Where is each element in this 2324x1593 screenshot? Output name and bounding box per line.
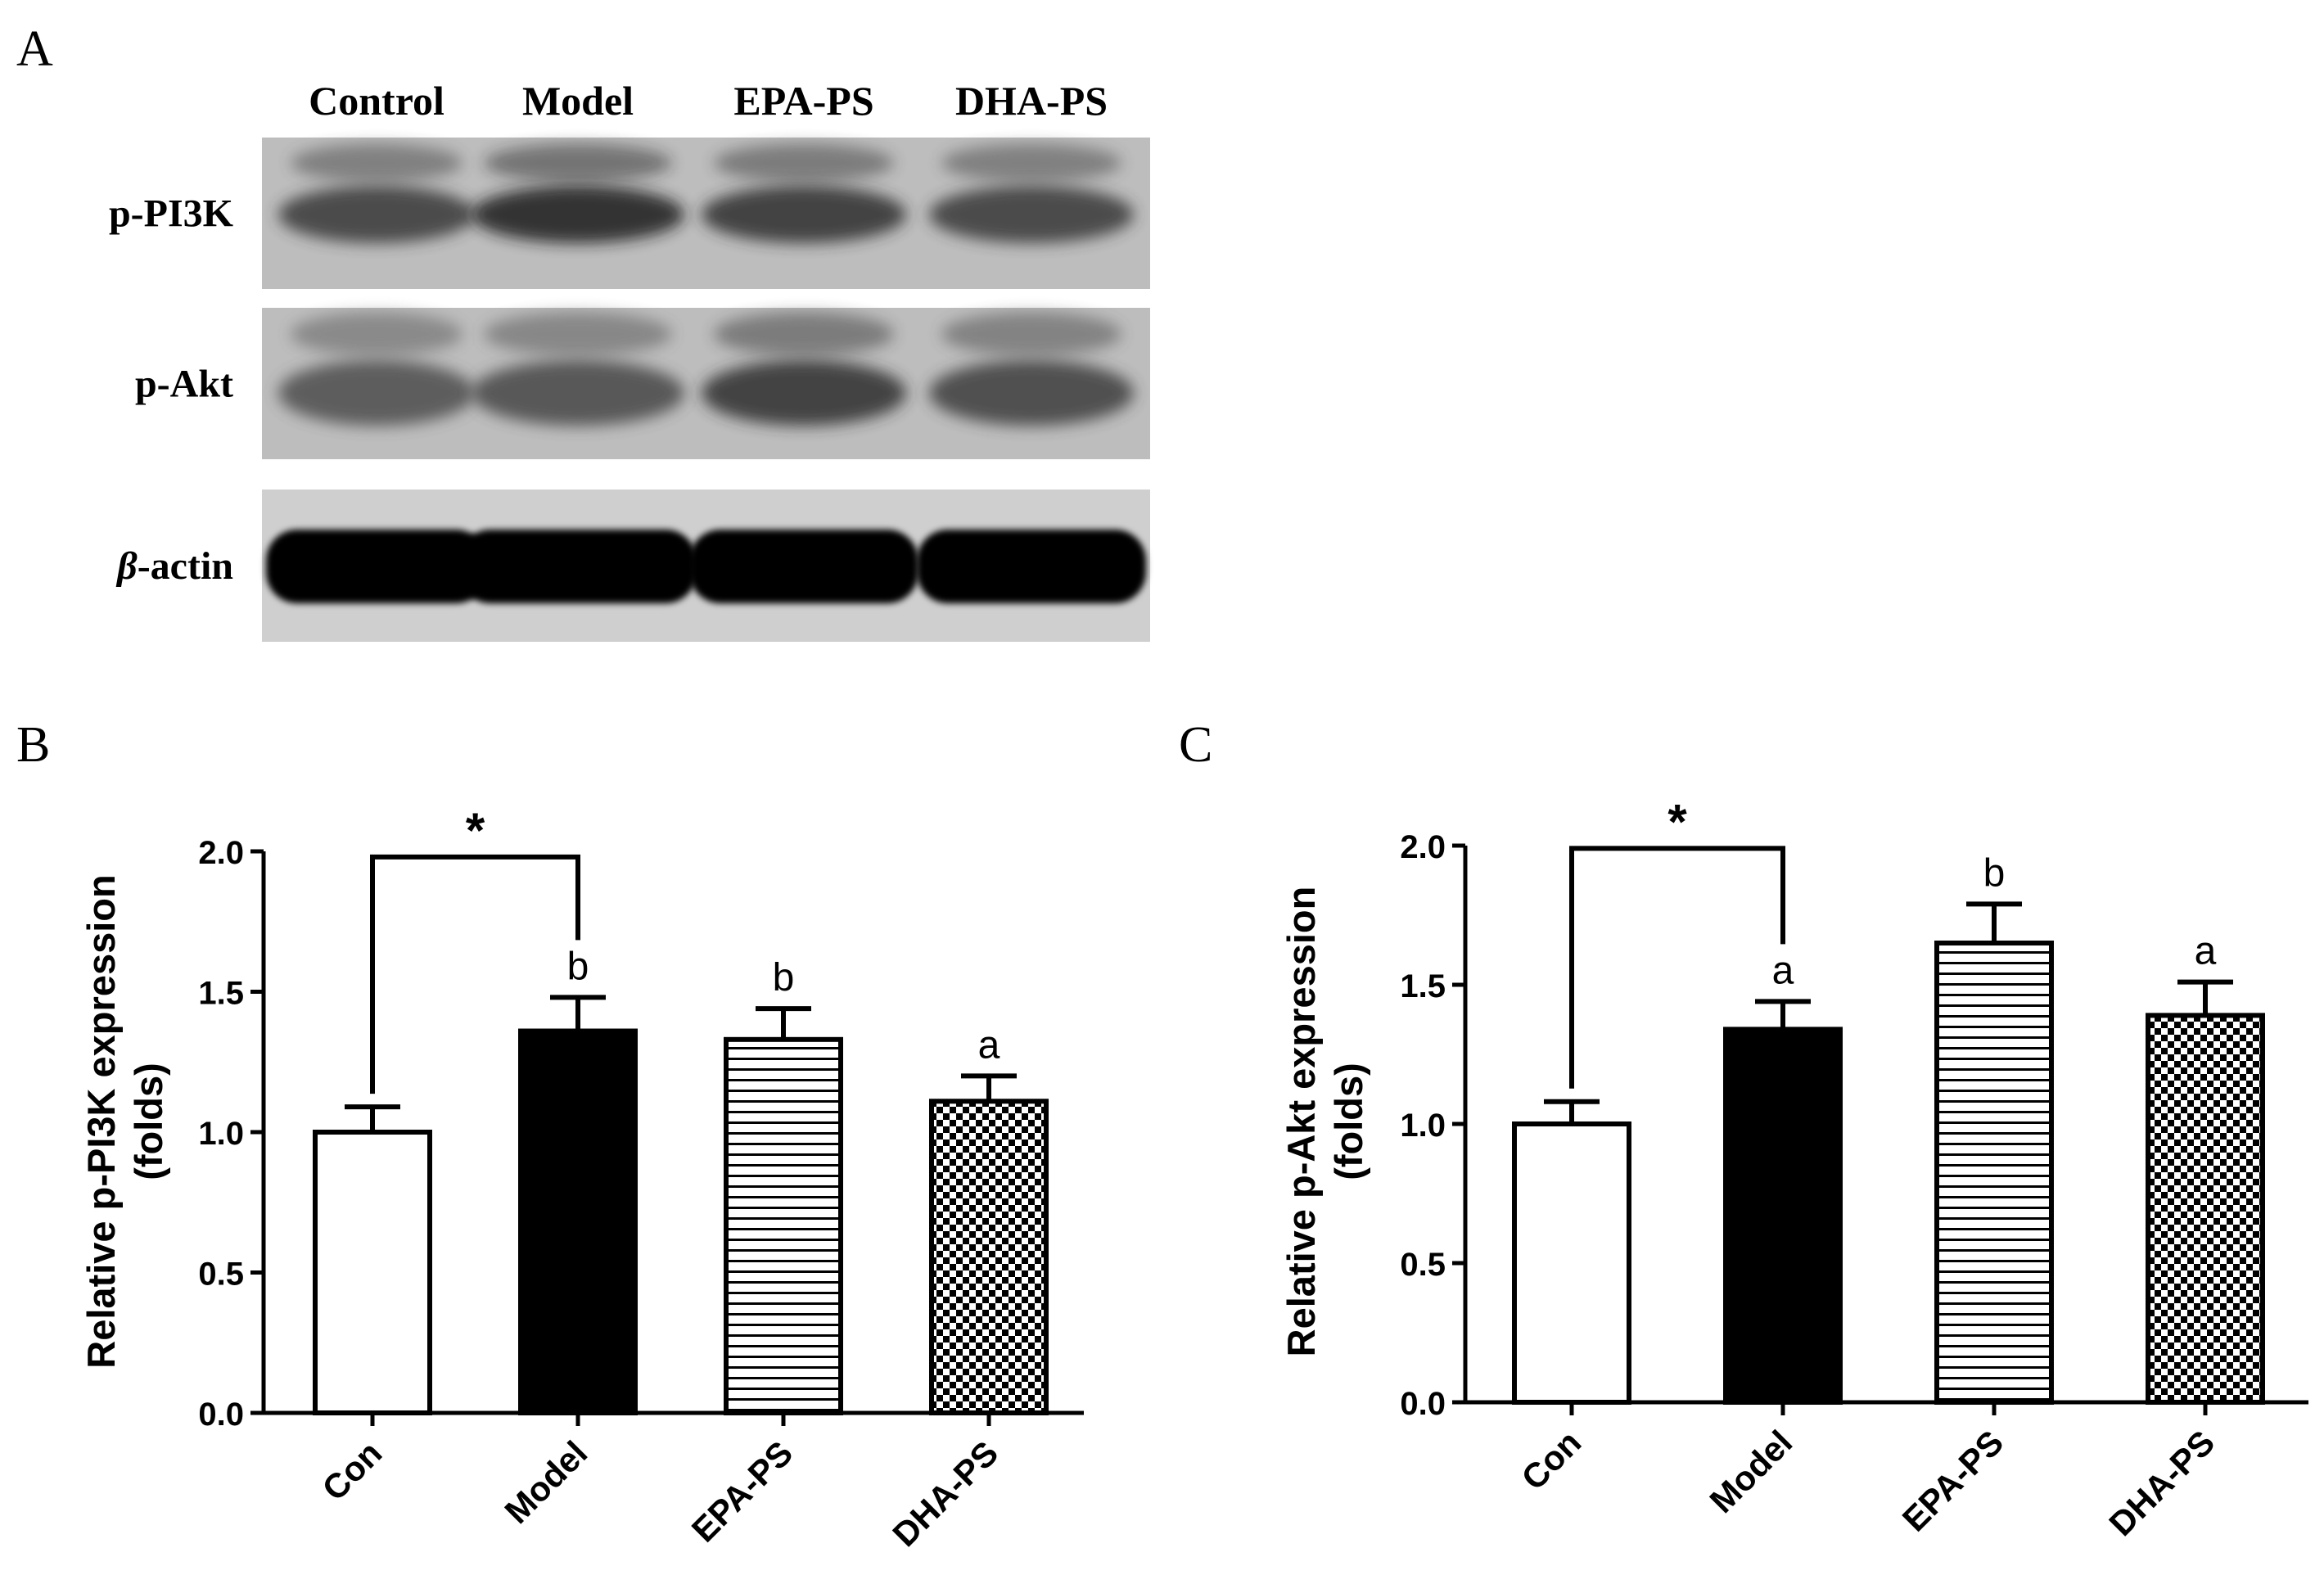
- panel-c-label: C: [1179, 717, 1212, 773]
- y-axis-label-line2: (folds): [127, 1063, 170, 1180]
- y-tick-label: 0.5: [1400, 1247, 1446, 1283]
- x-tick-label: Con: [314, 1433, 389, 1508]
- chart-c-plot: 0.0 0.5 1.0 1.5 2.0 Relative p-Akt expression…: [1279, 794, 2308, 1543]
- significance-letter: b: [1983, 851, 2006, 895]
- blot-band: [278, 186, 475, 243]
- blot-band: [917, 530, 1146, 603]
- blot-band-upper: [291, 312, 463, 356]
- blot-band-upper: [941, 143, 1121, 183]
- y-axis-label: Relative p-PI3K expression (folds): [79, 874, 170, 1368]
- y-tick-label: 1.5: [198, 976, 244, 1012]
- blot-band-upper: [484, 143, 672, 183]
- blot-band: [702, 360, 906, 426]
- lane-label-2: EPA-PS: [733, 78, 873, 124]
- y-tick-label: 0.0: [1400, 1386, 1446, 1422]
- blot-band: [689, 530, 918, 603]
- y-tick-label: 0.0: [198, 1397, 244, 1433]
- y-axis-label-line1: Relative p-Akt expression: [1279, 887, 1323, 1357]
- significance-letter: a: [1772, 949, 1794, 992]
- lane-label-3: DHA-PS: [955, 78, 1108, 124]
- blot-row-label: p-PI3K: [109, 192, 233, 236]
- blot-band-upper: [291, 143, 463, 183]
- y-tick-label: 1.0: [1400, 1108, 1446, 1144]
- panel-b-label: B: [16, 717, 50, 773]
- blot-band: [472, 186, 684, 243]
- panel-b-chart: B 0.0 0.5 1.0 1.5 2.0 Relative p-PI3K express…: [16, 717, 1084, 1554]
- x-tick-label: EPA-PS: [684, 1433, 801, 1550]
- blot-band: [266, 530, 487, 603]
- blot-band-upper: [714, 143, 894, 183]
- panel-a-label: A: [16, 21, 53, 77]
- blot-band: [459, 530, 697, 603]
- lane-label-1: Model: [522, 78, 634, 124]
- significance-star: *: [466, 803, 485, 858]
- x-tick-label: Model: [1702, 1423, 1799, 1520]
- blot-row-2: β-actin: [115, 490, 1150, 642]
- comparison-bracket: [370, 854, 580, 1094]
- blot-rows: p-PI3K p-Akt β-actin: [109, 138, 1150, 642]
- bar-con: [313, 1130, 432, 1415]
- blot-band: [702, 186, 906, 243]
- blot-band: [929, 360, 1134, 426]
- blot-band-upper: [714, 312, 894, 356]
- blot-band: [278, 360, 475, 426]
- blot-band: [472, 360, 684, 426]
- chart-b-plot: 0.0 0.5 1.0 1.5 2.0 Relative p-PI3K expressio…: [79, 803, 1084, 1554]
- significance-star: *: [1667, 794, 1687, 849]
- y-axis-label-line2: (folds): [1327, 1063, 1370, 1180]
- panel-a-western-blot: A Control Model EPA-PS DHA-PS p-PI3K p-Akt β-…: [16, 21, 1150, 642]
- bar-dha-ps: [929, 1099, 1049, 1416]
- blot-row-label-text: p-Akt: [135, 363, 233, 406]
- bar-con: [1512, 1121, 1631, 1405]
- significance-letter: b: [773, 956, 795, 1000]
- blot-row-0: p-PI3K: [109, 138, 1150, 289]
- y-tick-label: 2.0: [198, 835, 244, 871]
- bar-model: [1723, 1027, 1843, 1406]
- blot-row-label: β-actin: [115, 544, 233, 588]
- blot-row-1: p-Akt: [135, 308, 1150, 459]
- blot-row-label-text: -actin: [138, 544, 233, 588]
- lane-label-0: Control: [309, 78, 444, 124]
- lane-labels: Control Model EPA-PS DHA-PS: [309, 78, 1108, 124]
- blot-band-upper: [941, 312, 1121, 356]
- bar-model: [518, 1028, 638, 1416]
- significance-letter: b: [567, 945, 589, 988]
- y-axis-label-line1: Relative p-PI3K expression: [79, 874, 123, 1368]
- blot-band: [929, 186, 1134, 243]
- x-tick-label: DHA-PS: [2101, 1423, 2222, 1543]
- blot-row-label-prefix: β: [115, 544, 138, 588]
- comparison-bracket: [1569, 846, 1785, 1089]
- x-tick-label: Model: [497, 1433, 594, 1531]
- y-axis-label: Relative p-Akt expression (folds): [1279, 887, 1370, 1357]
- y-tick-label: 2.0: [1400, 829, 1446, 865]
- bar-epa-ps: [724, 1036, 843, 1416]
- blot-row-label: p-Akt: [135, 363, 233, 406]
- panel-c-chart: C 0.0 0.5 1.0 1.5 2.0 Relative p-Akt expressi…: [1179, 717, 2308, 1543]
- significance-letter: a: [978, 1023, 1000, 1067]
- bar-epa-ps: [1934, 941, 2054, 1405]
- x-tick-label: DHA-PS: [885, 1433, 1005, 1554]
- x-tick-label: Con: [1514, 1423, 1588, 1497]
- x-tick-label: EPA-PS: [1895, 1423, 2011, 1539]
- y-tick-label: 1.0: [198, 1116, 244, 1152]
- significance-letter: a: [2195, 930, 2217, 973]
- y-tick-label: 0.5: [198, 1257, 244, 1293]
- blot-band-upper: [484, 312, 672, 356]
- blot-row-label-text: p-PI3K: [109, 192, 233, 236]
- y-tick-label: 1.5: [1400, 968, 1446, 1004]
- bar-dha-ps: [2146, 1013, 2265, 1406]
